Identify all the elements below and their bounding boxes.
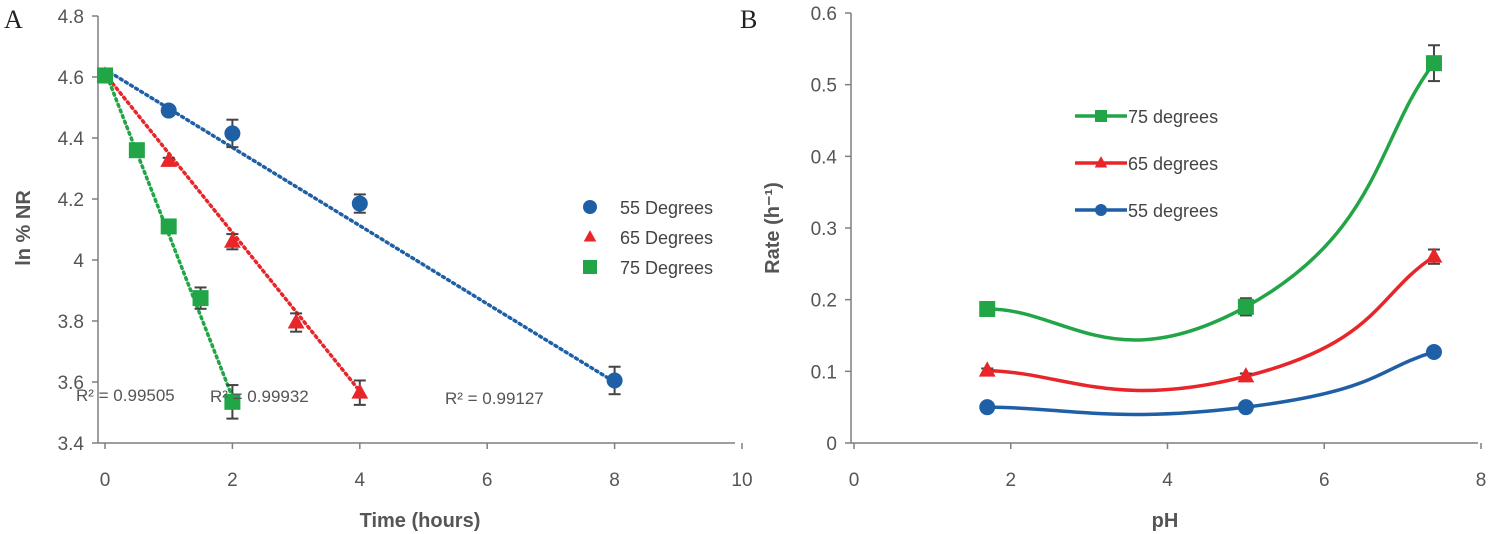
- panel-a-x-tick-label: 10: [731, 470, 752, 491]
- legend-marker-55-degrees: [583, 200, 597, 214]
- data-point-65-degrees: [287, 313, 305, 329]
- panel-b-x-tick-label: 0: [849, 470, 860, 491]
- panel-a-y-tick-label: 4.6: [58, 68, 84, 89]
- r2-label-75-degrees: R² = 0.99505: [76, 386, 175, 405]
- legend-marker-75-degrees: [583, 260, 597, 274]
- panel-b-plot: 0 2 4 6 8 0 0.1 0.2 0.3 0.4 0.5 0.6 75 degrees 65 deg…: [811, 4, 1487, 491]
- panel-b-x-tick-label: 4: [1162, 470, 1173, 491]
- data-point-65-degrees: [1425, 247, 1443, 263]
- legend-marker-65-degrees: [1094, 156, 1108, 168]
- panel-b-y-tick-label: 0.3: [811, 219, 837, 240]
- legend-label: 75 degrees: [1128, 107, 1218, 127]
- data-point-55-degrees: [1237, 399, 1254, 416]
- panel-a-y-tick-label: 3.4: [58, 434, 85, 455]
- panel-b-x-tick-label: 2: [1005, 470, 1016, 491]
- legend-label: 65 degrees: [1128, 154, 1218, 174]
- panel-b-y-tick-label: 0.2: [811, 291, 837, 312]
- legend-label: 65 Degrees: [620, 228, 713, 248]
- panel-a-x-tick-label: 8: [609, 470, 620, 491]
- data-point-55-degrees: [351, 195, 368, 212]
- data-point-75-degrees: [1237, 298, 1254, 315]
- panel-b-y-tick-label: 0.5: [811, 76, 837, 97]
- trendline-55-degrees: [103, 67, 617, 384]
- r2-label-55-degrees: R² = 0.99127: [445, 389, 544, 408]
- data-point-55-degrees: [160, 102, 177, 119]
- panel-a-x-axis-title: Time (hours): [360, 510, 481, 532]
- data-point-75-degrees: [192, 290, 209, 307]
- data-point-55-degrees: [979, 399, 996, 416]
- data-point-65-degrees: [351, 383, 369, 399]
- legend-label: 55 Degrees: [620, 198, 713, 218]
- panel-a-plot: 0 2 4 6 8 10 3.4 3.6 3.8 4 4.2 4.4 4.6 4.8 R² = 0.9912…: [58, 7, 753, 491]
- data-point-75-degrees: [224, 393, 241, 410]
- panel-a-y-axis-title: ln % NR: [13, 190, 35, 266]
- data-point-75-degrees: [979, 300, 996, 317]
- panel-a-x-tick-label: 4: [355, 470, 366, 491]
- panel-a-y-tick-label: 4.4: [58, 129, 85, 150]
- panel-a-x-tick-label: 0: [100, 470, 111, 491]
- panel-b-x-tick-label: 6: [1319, 470, 1330, 491]
- data-point-65-degrees: [1237, 367, 1255, 383]
- data-point-65-degrees: [224, 232, 241, 248]
- data-point-55-degrees: [606, 372, 623, 389]
- panel-b-y-tick-label: 0.1: [811, 362, 837, 383]
- panel-b-x-axis-title: pH: [1152, 510, 1179, 532]
- data-point-75-degrees: [1425, 55, 1442, 72]
- panel-b-y-axis-title: Rate (h⁻¹): [762, 182, 784, 274]
- panel-b-letter: B: [740, 5, 757, 34]
- panel-a-x-tick-label: 2: [227, 470, 238, 491]
- panel-a-letter: A: [4, 5, 23, 34]
- data-point-75-degrees: [97, 67, 113, 84]
- panel-a-y-tick-label: 4.8: [58, 7, 84, 28]
- panel-a-y-tick-label: 4: [73, 251, 84, 272]
- panel-a-y-tick-label: 3.6: [58, 373, 84, 394]
- data-point-75-degrees: [160, 218, 177, 235]
- legend-marker-55-degrees: [1095, 204, 1107, 216]
- panel-a-y-tick-label: 3.8: [58, 312, 84, 333]
- data-point-55-degrees: [1425, 343, 1442, 360]
- legend-label: 55 degrees: [1128, 201, 1218, 221]
- panel-a-y-tick-label: 4.2: [58, 190, 84, 211]
- data-point-75-degrees: [128, 142, 145, 159]
- data-point-55-degrees: [224, 125, 241, 142]
- panel-a-x-tick-label: 6: [482, 470, 493, 491]
- panel-b-y-tick-label: 0.4: [811, 147, 838, 168]
- legend-label: 75 Degrees: [620, 258, 713, 278]
- data-point-65-degrees: [978, 361, 996, 377]
- legend-marker-65-degrees: [583, 230, 597, 242]
- legend-marker-75-degrees: [1095, 110, 1107, 122]
- r2-label-65-degrees: R² = 0.99932: [210, 387, 309, 406]
- data-point-65-degrees: [160, 151, 178, 167]
- panel-b-y-tick-label: 0: [826, 434, 837, 455]
- panel-b-x-tick-label: 8: [1476, 470, 1487, 491]
- panel-b-y-tick-label: 0.6: [811, 4, 837, 25]
